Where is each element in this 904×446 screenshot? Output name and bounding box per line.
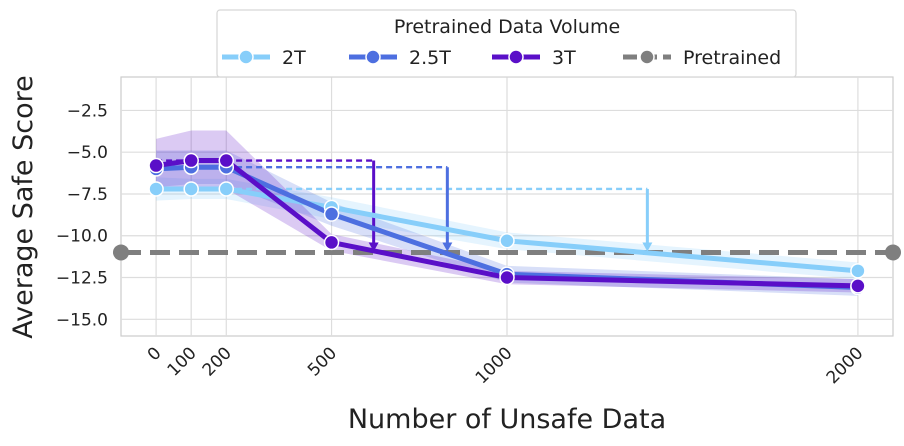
legend-label: 3T — [552, 47, 576, 69]
data-point-3T — [850, 278, 866, 294]
data-point-2T — [148, 181, 164, 197]
drop-arrow-head-2.5T — [442, 242, 453, 252]
drop-arrow-head-2T — [642, 242, 653, 252]
x-tick-label: 500 — [304, 343, 341, 380]
pretrained-marker-right — [885, 244, 901, 261]
y-tick-label: −2.5 — [67, 101, 108, 121]
legend: Pretrained Data Volume 2T 2.5T 3T Pretraine… — [216, 9, 797, 78]
y-tick-label: −12.5 — [56, 269, 108, 289]
data-point-3T — [499, 269, 515, 286]
data-point-2T — [183, 181, 199, 197]
data-point-2T — [850, 263, 866, 279]
x-tick-label: 2000 — [823, 343, 868, 388]
legend-marker-2T — [238, 49, 254, 65]
y-tick-label: −7.5 — [67, 185, 108, 205]
legend-label: 2T — [282, 47, 306, 69]
series-markers — [148, 152, 866, 296]
legend-label: Pretrained — [683, 47, 781, 69]
legend-marker-2.5T — [365, 49, 381, 65]
legend-marker-Pretrained — [639, 49, 655, 65]
y-tick-label: −5.0 — [67, 143, 108, 163]
y-axis-title: Average Safe Score — [8, 75, 39, 338]
data-point-3T — [183, 152, 199, 169]
data-point-2.5T — [323, 206, 340, 222]
x-axis-title: Number of Unsafe Data — [348, 404, 666, 435]
legend-title: Pretrained Data Volume — [394, 16, 620, 38]
legend-label: 2.5T — [409, 47, 451, 69]
x-tick-label: 0 — [144, 343, 166, 365]
x-tick-label: 1000 — [472, 343, 517, 388]
pretrained-marker-left — [113, 244, 129, 261]
y-tick-label: −15.0 — [56, 310, 108, 330]
y-tick-label: −10.0 — [56, 227, 108, 247]
y-tick-labels: −2.5 −5.0 −7.5 −10.0 −12.5 −15.0 — [56, 101, 108, 330]
legend-marker-3T — [508, 49, 524, 65]
pretrained-reference-line — [113, 244, 901, 261]
drop-arrow-head-3T — [368, 242, 379, 252]
x-tick-label: 100 — [164, 343, 201, 380]
data-point-3T — [323, 234, 340, 251]
data-point-3T — [148, 157, 164, 174]
band-3T — [156, 130, 858, 293]
data-point-2T — [218, 181, 235, 197]
data-point-2T — [499, 233, 515, 249]
legend-entries: 2T 2.5T 3T Pretrained — [222, 47, 781, 69]
x-tick-label: 200 — [199, 343, 236, 380]
data-point-3T — [218, 152, 235, 169]
